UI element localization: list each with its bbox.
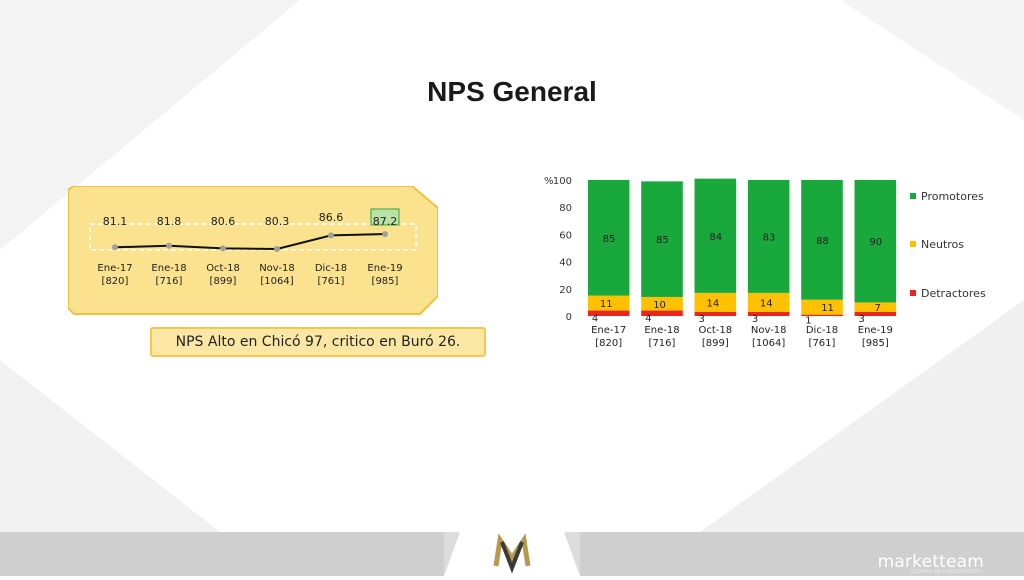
bar-segment-neutros — [694, 292, 737, 312]
bar-category-label: Dic-18 — [806, 325, 838, 336]
line-category-label: Ene-17 — [97, 263, 132, 274]
bar-segment-detractores — [641, 310, 683, 316]
bar-segment-promotores — [854, 180, 897, 303]
line-category-label: Dic-18 — [315, 263, 347, 274]
nps-value-label: 80.3 — [265, 215, 290, 228]
line-category-label: Ene-19 — [367, 263, 402, 274]
bar-segment-promotores — [801, 180, 843, 300]
mt-logo-icon — [444, 532, 580, 576]
bar-category-sublabel: [716] — [649, 338, 676, 349]
bar-value-label: 1 — [805, 315, 811, 326]
nps-point — [274, 246, 280, 253]
bar-value-label: 84 — [709, 232, 722, 243]
bar-value-label: 14 — [760, 298, 773, 309]
bar-value-label: 88 — [816, 236, 829, 247]
bar-segment-neutros — [587, 295, 630, 311]
bar-value-label: 14 — [707, 298, 720, 309]
y-tick-label: 20 — [559, 285, 572, 296]
bar-value-label: 4 — [592, 313, 598, 324]
brand-tagline: CULTURA DE CONOCIMIENTO — [909, 569, 982, 575]
bar-segment-detractores — [801, 314, 843, 316]
y-axis-unit: % — [544, 176, 554, 187]
legend-swatch — [910, 241, 916, 247]
highlight-box — [370, 208, 400, 226]
nps-value-label: 86.6 — [319, 211, 344, 224]
nps-point — [328, 232, 334, 239]
bar-category-label: Oct-18 — [699, 325, 733, 336]
bar-category-label: Ene-17 — [591, 325, 626, 336]
nps-line-chart: 81.1 Ene-17 [820] 81.8 Ene-18 [716] 80.6 Oct-18… — [68, 186, 438, 315]
line-category-sublabel: [899] — [210, 276, 237, 287]
legend-label: Promotores — [921, 190, 984, 203]
nps-series-line — [114, 233, 386, 251]
bar-value-label: 83 — [763, 232, 776, 243]
line-category-label: Ene-18 — [151, 263, 186, 274]
nps-value-label: 87.2 — [373, 215, 398, 228]
bar-category-sublabel: [820] — [595, 338, 622, 349]
line-category-sublabel: [761] — [318, 276, 345, 287]
line-category-sublabel: [716] — [156, 276, 183, 287]
bar-value-label: 4 — [645, 313, 651, 324]
bar-value-label: 10 — [653, 300, 666, 311]
nps-point — [220, 245, 226, 252]
bar-value-label: 90 — [869, 237, 882, 248]
line-category-sublabel: [1064] — [260, 276, 293, 287]
line-plot-frame — [89, 223, 417, 251]
bar-segment-detractores — [854, 311, 897, 316]
y-tick-label: 0 — [566, 312, 572, 323]
line-category-label: Oct-18 — [206, 263, 240, 274]
bar-category-sublabel: [761] — [809, 338, 836, 349]
bar-value-label: 85 — [656, 235, 669, 246]
bar-segment-promotores — [747, 180, 790, 293]
bar-value-label: 85 — [603, 234, 616, 245]
bar-category-sublabel: [1064] — [752, 338, 785, 349]
bar-category-sublabel: [899] — [702, 338, 729, 349]
bar-segment-neutros — [801, 299, 843, 315]
nps-value-label: 81.8 — [157, 215, 182, 228]
page-title: NPS General — [427, 76, 597, 107]
y-tick-label: 100 — [553, 176, 572, 187]
bar-value-label: 11 — [600, 299, 613, 310]
bar-value-label: 7 — [875, 303, 881, 314]
bar-value-label: 3 — [752, 314, 758, 325]
nps-point — [112, 244, 118, 251]
bar-value-label: 3 — [859, 314, 865, 325]
bar-value-label: 3 — [699, 314, 705, 325]
nps-point — [166, 242, 172, 249]
line-category-sublabel: [820] — [102, 276, 129, 287]
bar-category-label: Nov-18 — [751, 325, 787, 336]
legend-label: Detractores — [921, 287, 986, 300]
bar-segment-detractores — [747, 311, 790, 316]
bar-category-label: Ene-18 — [644, 325, 679, 336]
bar-category-label: Ene-19 — [858, 325, 893, 336]
bar-segment-detractores — [587, 310, 630, 316]
bar-segment-promotores — [587, 180, 630, 296]
bar-category-sublabel: [985] — [862, 338, 889, 349]
logo-tab — [444, 532, 580, 576]
legend-label: Neutros — [921, 238, 964, 251]
y-tick-label: 60 — [559, 230, 572, 241]
nps-stacked-bar-chart: 020406080100%41185Ene-17[820]41085Ene-18… — [544, 176, 986, 349]
bar-segment-neutros — [747, 292, 790, 312]
brand-name: marketteam — [877, 552, 984, 572]
bar-segment-detractores — [694, 311, 737, 316]
legend-swatch — [910, 193, 916, 199]
bar-value-label: 11 — [821, 303, 834, 314]
y-tick-label: 80 — [559, 203, 572, 214]
nps-value-label: 81.1 — [103, 215, 128, 228]
y-tick-label: 40 — [559, 258, 572, 269]
nps-callout-note: NPS Alto en Chicó 97, critico en Buró 26… — [150, 327, 486, 357]
bar-segment-promotores — [641, 181, 683, 297]
line-category-sublabel: [985] — [372, 276, 399, 287]
nps-point — [382, 231, 388, 238]
line-category-label: Nov-18 — [259, 263, 295, 274]
bar-segment-neutros — [641, 296, 683, 311]
bar-segment-promotores — [694, 178, 737, 293]
legend-swatch — [910, 290, 916, 296]
bar-segment-neutros — [854, 302, 897, 312]
nps-value-label: 80.6 — [211, 215, 236, 228]
